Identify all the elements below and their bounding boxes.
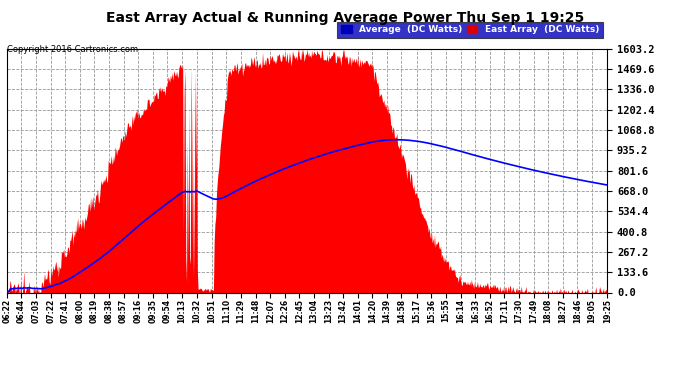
Text: East Array Actual & Running Average Power Thu Sep 1 19:25: East Array Actual & Running Average Powe… [106, 11, 584, 25]
Legend: Average  (DC Watts), East Array  (DC Watts): Average (DC Watts), East Array (DC Watts… [337, 22, 602, 38]
Text: Copyright 2016 Cartronics.com: Copyright 2016 Cartronics.com [7, 45, 138, 54]
